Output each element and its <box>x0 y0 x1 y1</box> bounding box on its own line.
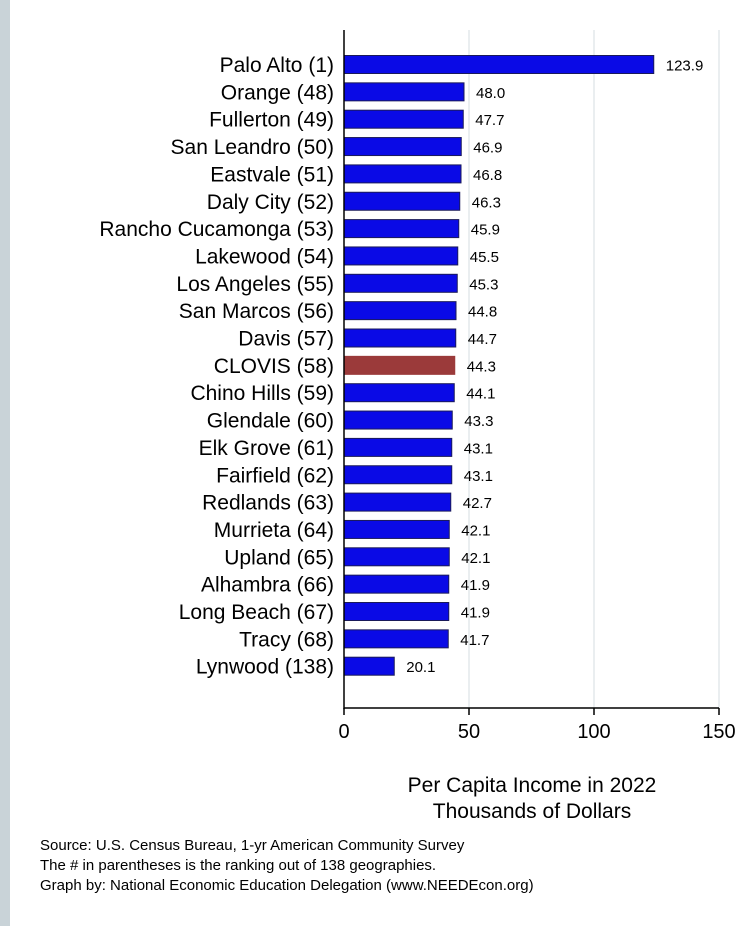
category-label: Palo Alto (1) <box>220 54 334 77</box>
value-label: 44.1 <box>466 386 495 403</box>
bar <box>343 547 450 567</box>
value-label: 44.3 <box>467 358 496 375</box>
category-label: San Leandro (50) <box>171 136 334 159</box>
value-label: 45.5 <box>470 249 499 266</box>
value-label: 41.7 <box>460 632 489 649</box>
bar <box>343 437 453 457</box>
bar <box>343 574 450 594</box>
bar <box>343 301 457 321</box>
bar <box>343 410 453 430</box>
ranking-note-line: The # in parentheses is the ranking out … <box>40 857 437 874</box>
value-label: 41.9 <box>461 605 490 622</box>
x-tick-label: 50 <box>458 721 480 743</box>
bar <box>343 137 462 157</box>
bar <box>343 55 655 74</box>
category-label: Orange (48) <box>221 81 334 104</box>
category-label: Eastvale (51) <box>210 163 334 186</box>
value-label: 123.9 <box>666 58 704 75</box>
value-label: 46.8 <box>473 167 502 184</box>
x-axis-title: Thousands of Dollars <box>433 800 631 823</box>
bar <box>343 191 461 211</box>
x-tick-label: 150 <box>702 721 735 743</box>
bar <box>343 164 462 184</box>
category-label: Glendale (60) <box>207 410 334 433</box>
bar <box>343 383 455 403</box>
x-tick-label: 0 <box>338 721 349 743</box>
value-label: 44.8 <box>468 304 497 321</box>
value-label: 47.7 <box>475 112 504 129</box>
category-label: CLOVIS (58) <box>214 355 334 378</box>
value-label: 45.9 <box>471 222 500 239</box>
category-label: Redlands (63) <box>202 492 334 515</box>
value-label: 20.1 <box>406 659 435 676</box>
category-label: Fairfield (62) <box>216 464 334 487</box>
category-label: Rancho Cucamonga (53) <box>99 218 334 241</box>
category-label: Elk Grove (61) <box>199 437 334 460</box>
category-label: Tracy (68) <box>239 628 334 651</box>
bar <box>343 602 450 621</box>
category-label: Chino Hills (59) <box>190 382 334 405</box>
category-label: San Marcos (56) <box>179 300 334 323</box>
x-axis-title: Per Capita Income in 2022 <box>408 774 657 797</box>
category-label: Upland (65) <box>224 546 334 569</box>
bar <box>343 656 395 676</box>
value-label: 42.1 <box>461 550 490 567</box>
category-label: Long Beach (67) <box>179 601 334 624</box>
bar <box>343 109 464 129</box>
category-label: Fullerton (49) <box>209 109 334 132</box>
value-label: 42.7 <box>463 495 492 512</box>
value-label: 43.1 <box>464 468 493 485</box>
value-label: 46.9 <box>473 140 502 157</box>
category-label: Lynwood (138) <box>196 656 334 679</box>
bar <box>343 328 457 348</box>
bar <box>343 465 453 485</box>
category-label: Alhambra (66) <box>201 574 334 597</box>
bar <box>343 492 452 512</box>
category-label: Los Angeles (55) <box>176 273 334 296</box>
category-label: Daly City (52) <box>207 191 334 214</box>
value-label: 44.7 <box>468 331 497 348</box>
bar <box>343 273 458 293</box>
x-tick-label: 100 <box>577 721 610 743</box>
bar <box>343 246 459 266</box>
bar <box>343 629 449 649</box>
credit-note-line: Graph by: National Economic Education De… <box>40 877 534 894</box>
source-notes: Source: U.S. Census Bureau, 1-yr America… <box>40 836 534 896</box>
value-label: 42.1 <box>461 522 490 539</box>
value-label: 46.3 <box>472 194 501 211</box>
category-label: Lakewood (54) <box>195 245 334 268</box>
bar <box>343 82 465 102</box>
value-label: 43.1 <box>464 440 493 457</box>
bar <box>343 219 460 239</box>
category-label: Davis (57) <box>238 328 334 351</box>
value-label: 43.3 <box>464 413 493 430</box>
value-label: 45.3 <box>469 276 498 293</box>
left-border-strip <box>0 0 10 926</box>
bar-highlight <box>343 355 456 375</box>
bar <box>343 519 450 539</box>
source-note-line: Source: U.S. Census Bureau, 1-yr America… <box>40 837 465 854</box>
value-label: 41.9 <box>461 577 490 594</box>
category-label: Murrieta (64) <box>214 519 334 542</box>
value-label: 48.0 <box>476 85 505 102</box>
